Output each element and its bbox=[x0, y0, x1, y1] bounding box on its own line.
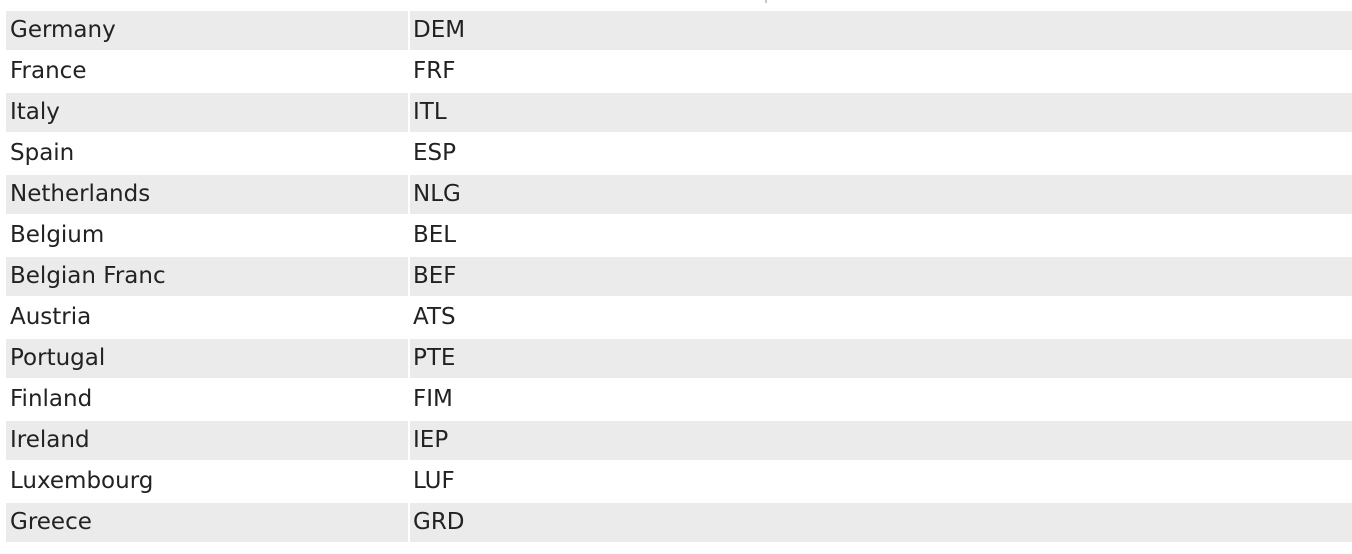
country-name-cell: Belgium bbox=[6, 216, 408, 255]
table-row: Finland FIM bbox=[6, 380, 1352, 419]
table-row: France FRF bbox=[6, 52, 1352, 91]
currency-code-cell: BEL bbox=[408, 216, 1352, 255]
currency-code-cell: LUF bbox=[408, 462, 1352, 501]
table-row: Greece GRD bbox=[6, 503, 1352, 542]
country-name-cell: Luxembourg bbox=[6, 462, 408, 501]
country-name-cell: Spain bbox=[6, 134, 408, 173]
country-name-cell: Belgian Franc bbox=[6, 257, 408, 296]
currency-table-container: Germany DEM France FRF Italy ITL Spain ESP Nethe… bbox=[6, 9, 1352, 544]
currency-code-cell: FIM bbox=[408, 380, 1352, 419]
table-body: Germany DEM France FRF Italy ITL Spain ESP Nethe… bbox=[6, 11, 1352, 542]
currency-code-cell: PTE bbox=[408, 339, 1352, 378]
clipped-text-fragment bbox=[765, 0, 767, 3]
table-row: Ireland IEP bbox=[6, 421, 1352, 460]
table-row: Netherlands NLG bbox=[6, 175, 1352, 214]
currency-code-cell: FRF bbox=[408, 52, 1352, 91]
table-row: Germany DEM bbox=[6, 11, 1352, 50]
currency-code-cell: ESP bbox=[408, 134, 1352, 173]
currency-code-cell: BEF bbox=[408, 257, 1352, 296]
currency-code-cell: NLG bbox=[408, 175, 1352, 214]
table-row: Luxembourg LUF bbox=[6, 462, 1352, 501]
country-name-cell: Netherlands bbox=[6, 175, 408, 214]
table-row: Portugal PTE bbox=[6, 339, 1352, 378]
table-row: Belgian Franc BEF bbox=[6, 257, 1352, 296]
table-row: Belgium BEL bbox=[6, 216, 1352, 255]
country-name-cell: Italy bbox=[6, 93, 408, 132]
table-row: Austria ATS bbox=[6, 298, 1352, 337]
country-name-cell: Finland bbox=[6, 380, 408, 419]
currency-code-cell: ATS bbox=[408, 298, 1352, 337]
country-name-cell: France bbox=[6, 52, 408, 91]
country-name-cell: Austria bbox=[6, 298, 408, 337]
country-name-cell: Germany bbox=[6, 11, 408, 50]
table-row: Italy ITL bbox=[6, 93, 1352, 132]
currency-code-cell: ITL bbox=[408, 93, 1352, 132]
table-row: Spain ESP bbox=[6, 134, 1352, 173]
currency-code-cell: IEP bbox=[408, 421, 1352, 460]
country-name-cell: Greece bbox=[6, 503, 408, 542]
country-name-cell: Portugal bbox=[6, 339, 408, 378]
country-name-cell: Ireland bbox=[6, 421, 408, 460]
currency-code-cell: DEM bbox=[408, 11, 1352, 50]
currency-code-cell: GRD bbox=[408, 503, 1352, 542]
currency-table: Germany DEM France FRF Italy ITL Spain ESP Nethe… bbox=[6, 9, 1352, 544]
